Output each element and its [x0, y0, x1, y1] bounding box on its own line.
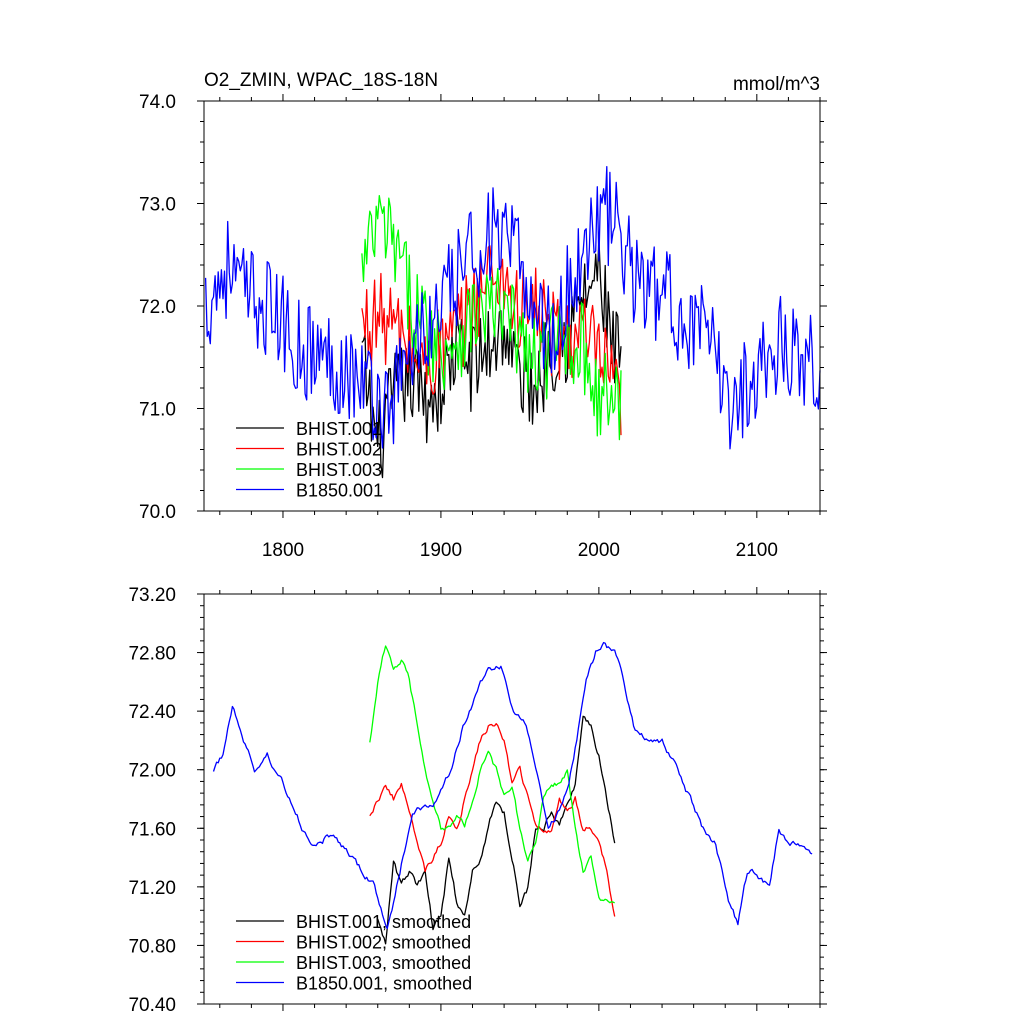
top-series-line-0 — [361, 236, 622, 479]
bottom-series-line-1 — [369, 723, 616, 917]
top-ytick-label-3: 73.0 — [139, 195, 176, 216]
top-xtick-label-3: 2100 — [736, 540, 778, 561]
bottom-axis-ticks: 70.40 70.80 71.20 71.60 72.00 72.40 72.80 73.20 — [128, 585, 827, 1016]
top-units: mmol/m^3 — [733, 74, 820, 95]
bottom-series-group — [212, 641, 813, 945]
bottom-series-line-0 — [377, 715, 616, 945]
top-series-line-1 — [361, 245, 622, 436]
top-xtick-label-0: 1800 — [262, 540, 304, 561]
bottom-legend-label-3: B1850.001, smoothed — [296, 974, 472, 994]
bottom-ytick-label-3: 71.60 — [128, 819, 176, 840]
top-legend-label-2: BHIST.003 — [296, 460, 382, 480]
bottom-ytick-label-1: 70.80 — [128, 936, 176, 957]
bottom-ytick-label-7: 73.20 — [128, 585, 176, 606]
bottom-legend-label-2: BHIST.003, smoothed — [296, 953, 471, 973]
bottom-panel: 70.40 70.80 71.20 71.60 72.00 72.40 72.80 73.20… — [128, 585, 827, 1016]
top-series-line-3 — [204, 166, 821, 450]
top-series-line-2 — [361, 194, 622, 441]
top-legend-label-0: BHIST.001 — [296, 419, 382, 439]
bottom-ytick-label-2: 71.20 — [128, 878, 176, 899]
top-legend-label-3: B1850.001 — [296, 481, 383, 501]
bottom-ytick-label-6: 72.80 — [128, 644, 176, 665]
bottom-series-line-2 — [369, 645, 615, 904]
bottom-series-line-3 — [212, 641, 813, 930]
bottom-ytick-label-4: 72.00 — [128, 761, 176, 782]
bottom-plot-frame — [203, 593, 821, 1005]
top-xtick-label-1: 1900 — [420, 540, 462, 561]
top-axis-ticks: 70.0 71.0 72.0 73.0 74.0 1800 1900 2000 2100 — [139, 92, 827, 561]
bottom-legend-label-1: BHIST.002, smoothed — [296, 933, 471, 953]
top-plot-frame — [203, 100, 821, 512]
top-xtick-label-2: 2000 — [578, 540, 620, 561]
top-legend-label-1: BHIST.002 — [296, 440, 382, 460]
top-ytick-label-0: 70.0 — [139, 502, 176, 523]
top-title: O2_ZMIN, WPAC_18S-18N — [204, 70, 438, 91]
bottom-legend-label-0: BHIST.001, smoothed — [296, 912, 471, 932]
top-ytick-label-4: 74.0 — [139, 92, 176, 113]
top-series-group — [204, 166, 821, 479]
top-ytick-label-2: 72.0 — [139, 297, 176, 318]
top-panel: O2_ZMIN, WPAC_18S-18N mmol/m^3 70.071.07… — [139, 70, 827, 561]
bottom-ytick-label-5: 72.40 — [128, 702, 176, 723]
top-ytick-label-1: 71.0 — [139, 400, 176, 421]
bottom-ytick-label-0: 70.40 — [128, 995, 176, 1016]
